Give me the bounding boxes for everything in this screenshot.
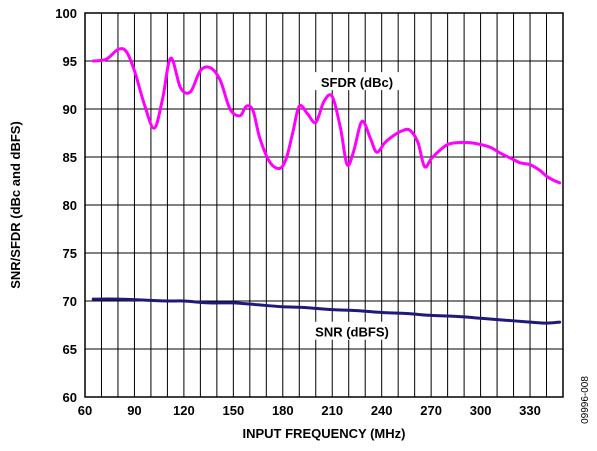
x-tick-label: 270 [420,403,442,418]
series-annotation-label: SFDR (dBc) [321,75,393,90]
y-tick-labels: 60 65 70 75 80 85 90 95 100 [55,6,77,405]
figure-code: 09996-008 [580,376,591,424]
y-tick-label: 90 [63,102,77,117]
y-axis-title: SNR/SFDR (dBc and dBFS) [8,121,23,289]
annotations: SFDR (dBc) SNR (dBFS) [307,72,402,340]
y-tick-label: 95 [63,54,77,69]
y-tick-label: 65 [63,342,77,357]
y-tick-label: 70 [63,294,77,309]
annotation-background [311,72,402,91]
series-layer [91,47,562,325]
x-axis-title: INPUT FREQUENCY (MHz) [243,426,406,441]
annotation-background [307,321,398,340]
x-tick-labels: 60 90 120 150 180 210 240 270 300 330 [78,403,541,418]
plot-frame [84,12,564,398]
x-tick-label: 330 [519,403,541,418]
x-tick-label: 300 [470,403,492,418]
x-tick-label: 150 [222,403,244,418]
series-annotation-label: SNR (dBFS) [315,325,389,340]
x-tick-label: 60 [78,403,92,418]
y-tick-label: 85 [63,150,77,165]
y-tick-label: 75 [63,246,77,261]
sfdr-line [91,47,562,185]
snr-line [91,297,562,325]
x-tick-label: 210 [321,403,343,418]
x-tick-label: 120 [173,403,195,418]
x-tick-label: 180 [272,403,294,418]
y-tick-label: 100 [55,6,77,21]
y-tick-label: 60 [63,390,77,405]
x-tick-label: 240 [371,403,393,418]
x-tick-label: 90 [127,403,141,418]
y-tick-label: 80 [63,198,77,213]
